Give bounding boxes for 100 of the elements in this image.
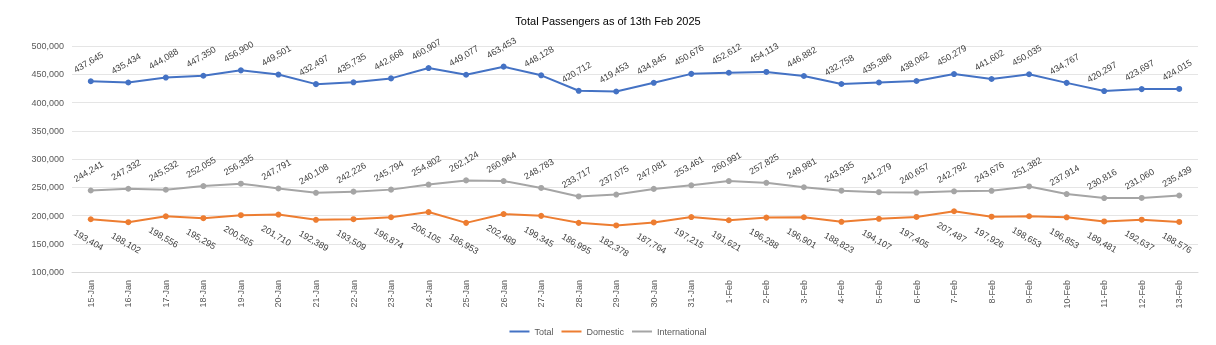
point (500, 211, 507, 218)
x-tick-label: 23-Jan (386, 280, 397, 308)
point (1026, 183, 1033, 190)
point (650, 79, 657, 86)
point (237, 67, 244, 74)
point (650, 185, 657, 192)
point (800, 73, 807, 80)
x-tick-label: 30-Jan (648, 280, 659, 308)
x-tick-label: 2-Feb (761, 280, 772, 304)
x-tick-label: 8-Feb (986, 280, 997, 304)
point (425, 209, 432, 216)
point (200, 215, 207, 222)
point (463, 177, 470, 184)
x-tick-label: 16-Jan (123, 280, 134, 308)
point (763, 214, 770, 221)
y-tick-label: 100,000 (31, 267, 64, 277)
point (275, 185, 282, 192)
point (538, 212, 545, 219)
y-tick-label: 150,000 (31, 238, 64, 249)
point (125, 185, 132, 192)
point (613, 88, 620, 95)
point (1101, 88, 1108, 95)
point (1063, 214, 1070, 221)
point (125, 219, 132, 226)
point (688, 70, 695, 77)
point (275, 71, 282, 78)
point (951, 208, 958, 215)
x-tick-label: 17-Jan (160, 280, 171, 308)
point (875, 215, 882, 222)
point (388, 186, 395, 193)
point (312, 189, 319, 196)
x-tick-label: 7-Feb (949, 280, 960, 304)
point (87, 216, 94, 223)
x-tick-label: 20-Jan (273, 280, 284, 308)
point (613, 222, 620, 229)
point (688, 182, 695, 189)
legend-label: Total (534, 326, 554, 337)
x-tick-label: 6-Feb (911, 280, 922, 304)
point (838, 80, 845, 87)
x-tick-label: 28-Jan (573, 280, 584, 308)
point (951, 71, 958, 78)
point (538, 184, 545, 191)
point (575, 219, 582, 226)
point (688, 214, 695, 221)
point (463, 219, 470, 226)
x-tick-label: 31-Jan (686, 280, 697, 308)
point (500, 63, 507, 70)
point (388, 214, 395, 221)
point (800, 184, 807, 191)
legend-label: International (656, 326, 707, 337)
y-tick-label: 300,000 (31, 154, 64, 164)
point (162, 186, 169, 193)
x-tick-label: 9-Feb (1024, 280, 1035, 304)
point (1026, 71, 1033, 78)
point (1138, 86, 1145, 93)
y-tick-label: 200,000 (31, 210, 64, 221)
point (425, 65, 432, 72)
point (1026, 213, 1033, 220)
point (237, 180, 244, 187)
point (1063, 191, 1070, 198)
point (913, 213, 920, 220)
x-tick-label: 19-Jan (235, 280, 246, 308)
x-tick-label: 13-Feb (1174, 280, 1185, 309)
x-tick-label: 3-Feb (798, 280, 809, 304)
x-tick-label: 15-Jan (85, 280, 96, 308)
x-tick-label: 24-Jan (423, 280, 434, 308)
point (1063, 79, 1070, 86)
chart-title: Total Passengers as of 13th Feb 2025 (515, 14, 701, 27)
point (87, 78, 94, 85)
x-tick-label: 25-Jan (461, 280, 472, 308)
point (200, 72, 207, 79)
legend-label: Domestic (586, 326, 625, 337)
x-tick-label: 29-Jan (611, 280, 622, 308)
x-tick-label: 26-Jan (498, 280, 509, 308)
point (538, 72, 545, 79)
point (725, 217, 732, 224)
point (1101, 218, 1108, 225)
point (350, 79, 357, 86)
point (275, 211, 282, 218)
x-tick-label: 11-Feb (1099, 280, 1110, 308)
x-tick-label: 27-Jan (536, 280, 547, 308)
point (575, 87, 582, 94)
point (237, 212, 244, 219)
y-tick-label: 450,000 (31, 69, 64, 80)
point (913, 78, 920, 84)
point (613, 191, 620, 198)
point (650, 219, 657, 226)
x-tick-label: 18-Jan (198, 280, 209, 308)
y-tick-label: 350,000 (31, 125, 64, 136)
point (763, 179, 770, 186)
point (951, 188, 958, 195)
point (913, 189, 920, 196)
point (312, 216, 319, 223)
point (763, 68, 770, 75)
point (1138, 216, 1145, 223)
point (875, 79, 882, 86)
point (463, 71, 470, 78)
point (200, 183, 207, 190)
point (988, 76, 995, 82)
point (425, 181, 432, 188)
